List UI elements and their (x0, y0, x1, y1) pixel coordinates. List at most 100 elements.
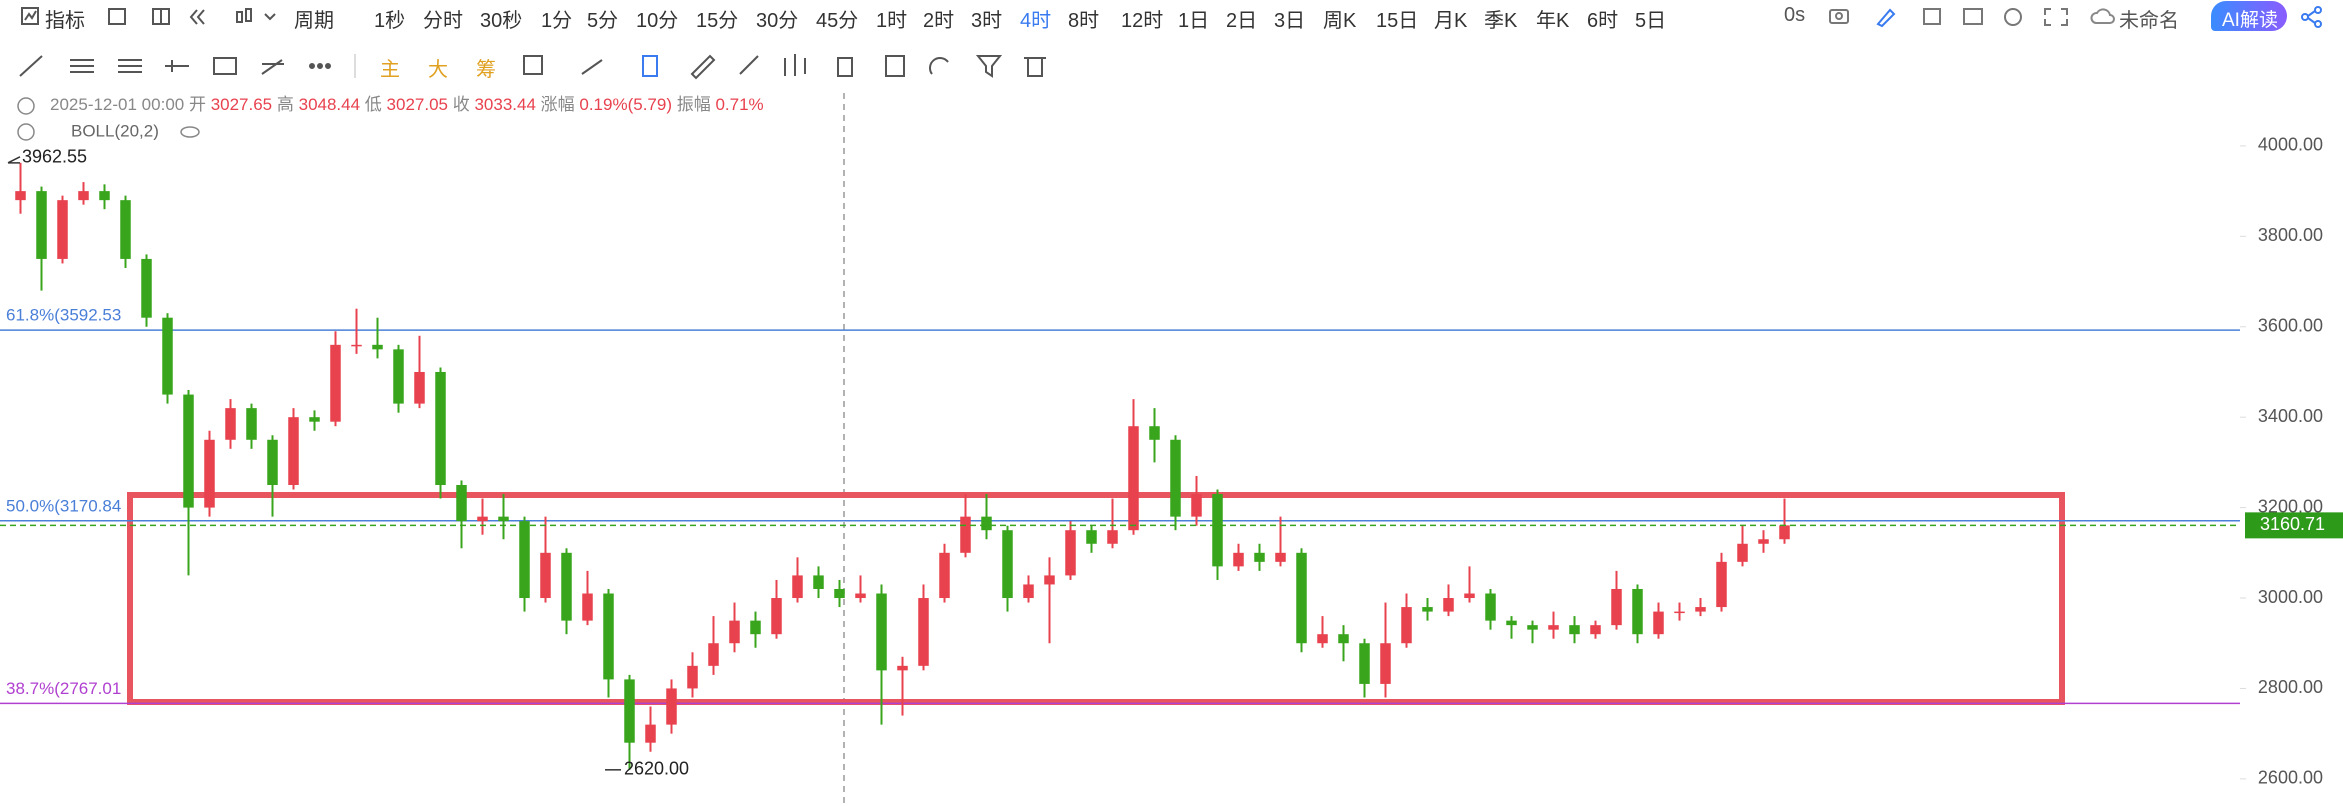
period-option[interactable]: 2日 (1226, 10, 1258, 32)
candle-body (1233, 552, 1244, 567)
period-option[interactable]: 季K (1484, 10, 1518, 32)
candle-body (99, 191, 110, 201)
candle-body (960, 516, 971, 553)
period-option[interactable]: 30分 (756, 10, 799, 32)
fib-label: 61.8%(3592.53 (6, 306, 121, 325)
candle-body (750, 620, 761, 635)
indicator-button[interactable]: 指标 (45, 10, 85, 32)
candle-body (78, 191, 89, 201)
period-option[interactable]: 10分 (636, 10, 679, 32)
period-option[interactable]: 12时 (1121, 10, 1164, 32)
candle-body (876, 593, 887, 671)
candle-body (603, 593, 614, 680)
candle-body (246, 408, 257, 440)
candle-body (1191, 494, 1202, 517)
candle-body (708, 643, 719, 666)
candle-body (1485, 593, 1496, 621)
candle-body (351, 344, 362, 347)
candle-body (1779, 525, 1790, 540)
candle-body (1737, 543, 1748, 562)
top-toolbar: 指标 周期 0s 未命名 AI解读 1秒 分时 30秒 1分 5分 10分 15分 30分 45… (0, 0, 2343, 34)
period-option[interactable]: 1时 (876, 10, 908, 32)
toolbar-icons (108, 8, 276, 25)
candle-body (771, 598, 782, 635)
candle-body (225, 408, 236, 440)
period-option[interactable]: 8时 (1068, 10, 1100, 32)
info-item: 3027.05 (387, 95, 453, 114)
candle-body (1590, 625, 1601, 635)
period-option[interactable]: 15日 (1376, 10, 1419, 32)
share-icon[interactable] (2300, 5, 2324, 29)
info-item: 振幅 (677, 95, 716, 114)
period-option[interactable]: 分时 (423, 10, 463, 32)
layout-name[interactable]: 未命名 (2119, 10, 2179, 32)
candle-body (645, 724, 656, 743)
candle-body (1002, 530, 1013, 599)
candle-body (1044, 575, 1055, 585)
chart-tool[interactable]: 主 (380, 59, 400, 81)
candle-body (624, 679, 635, 743)
candle-body (1611, 588, 1622, 626)
period-option[interactable]: 1日 (1178, 10, 1210, 32)
chart-tool[interactable]: 大 (428, 59, 448, 81)
candle-body (1254, 552, 1265, 562)
period-option[interactable]: 1秒 (374, 10, 406, 32)
period-option[interactable]: 15分 (696, 10, 739, 32)
period-option[interactable]: 5日 (1635, 10, 1667, 32)
period-option[interactable]: 3时 (971, 10, 1003, 32)
candle-body (1149, 426, 1160, 440)
info-item: 3027.65 (211, 95, 277, 114)
timer: 0s (1784, 4, 1806, 26)
candle-body (729, 620, 740, 644)
candle-body (834, 588, 845, 599)
y-tick-label: 2800.00 (2258, 677, 2323, 697)
candle-body (330, 344, 341, 422)
y-tick-label: 3000.00 (2258, 587, 2323, 607)
period-option[interactable]: 45分 (816, 10, 859, 32)
info-item: 3048.44 (299, 95, 365, 114)
info-item: 0.19%(5.79) (579, 95, 676, 114)
candle-body (582, 593, 593, 621)
candle-body (1422, 607, 1433, 612)
high-label: 3962.55 (22, 147, 87, 167)
chart-tool[interactable]: 筹 (476, 59, 496, 81)
candle-body (456, 484, 467, 522)
candle-body (1464, 593, 1475, 599)
drawing-toolbar: 主大筹 (0, 48, 2343, 84)
candle-body (687, 665, 698, 689)
candle-body (267, 439, 278, 485)
candle-body (981, 516, 992, 531)
cloud-icon (2090, 8, 2115, 24)
y-tick-label: 3400.00 (2258, 406, 2323, 426)
period-option[interactable]: 月K (1434, 10, 1468, 32)
period-option[interactable]: 年K (1536, 10, 1570, 32)
collapse-icon[interactable] (17, 123, 35, 141)
period-option[interactable]: 3日 (1274, 10, 1306, 32)
candle-body (162, 317, 173, 395)
period-option[interactable]: 5分 (587, 10, 619, 32)
candle-body (1296, 552, 1307, 644)
period-option[interactable]: 6时 (1587, 10, 1619, 32)
candle-body (309, 417, 320, 422)
range-box[interactable] (127, 492, 2065, 705)
ai-button[interactable]: AI解读 (2211, 1, 2287, 31)
period-option[interactable]: 30秒 (480, 10, 523, 32)
candle-body (372, 344, 383, 350)
y-tick-label: 4000.00 (2258, 135, 2323, 155)
candle-body (1065, 530, 1076, 576)
period-option[interactable]: 2时 (923, 10, 955, 32)
info-item: 0.71% (715, 95, 763, 114)
collapse-icon[interactable] (17, 97, 35, 115)
period-button[interactable]: 周期 (294, 10, 334, 32)
period-option[interactable]: 4时 (1020, 10, 1052, 32)
candle-body (1695, 607, 1706, 612)
period-option[interactable]: 1分 (541, 10, 573, 32)
candle-body (1275, 552, 1286, 562)
candle-body (57, 200, 68, 259)
last-price-box (2245, 512, 2343, 539)
last-price-label: 3160.71 (2260, 514, 2325, 534)
period-option[interactable]: 周K (1323, 10, 1357, 32)
y-tick-label: 3800.00 (2258, 225, 2323, 245)
hide-icon[interactable] (180, 126, 200, 138)
candle-body (36, 191, 47, 259)
